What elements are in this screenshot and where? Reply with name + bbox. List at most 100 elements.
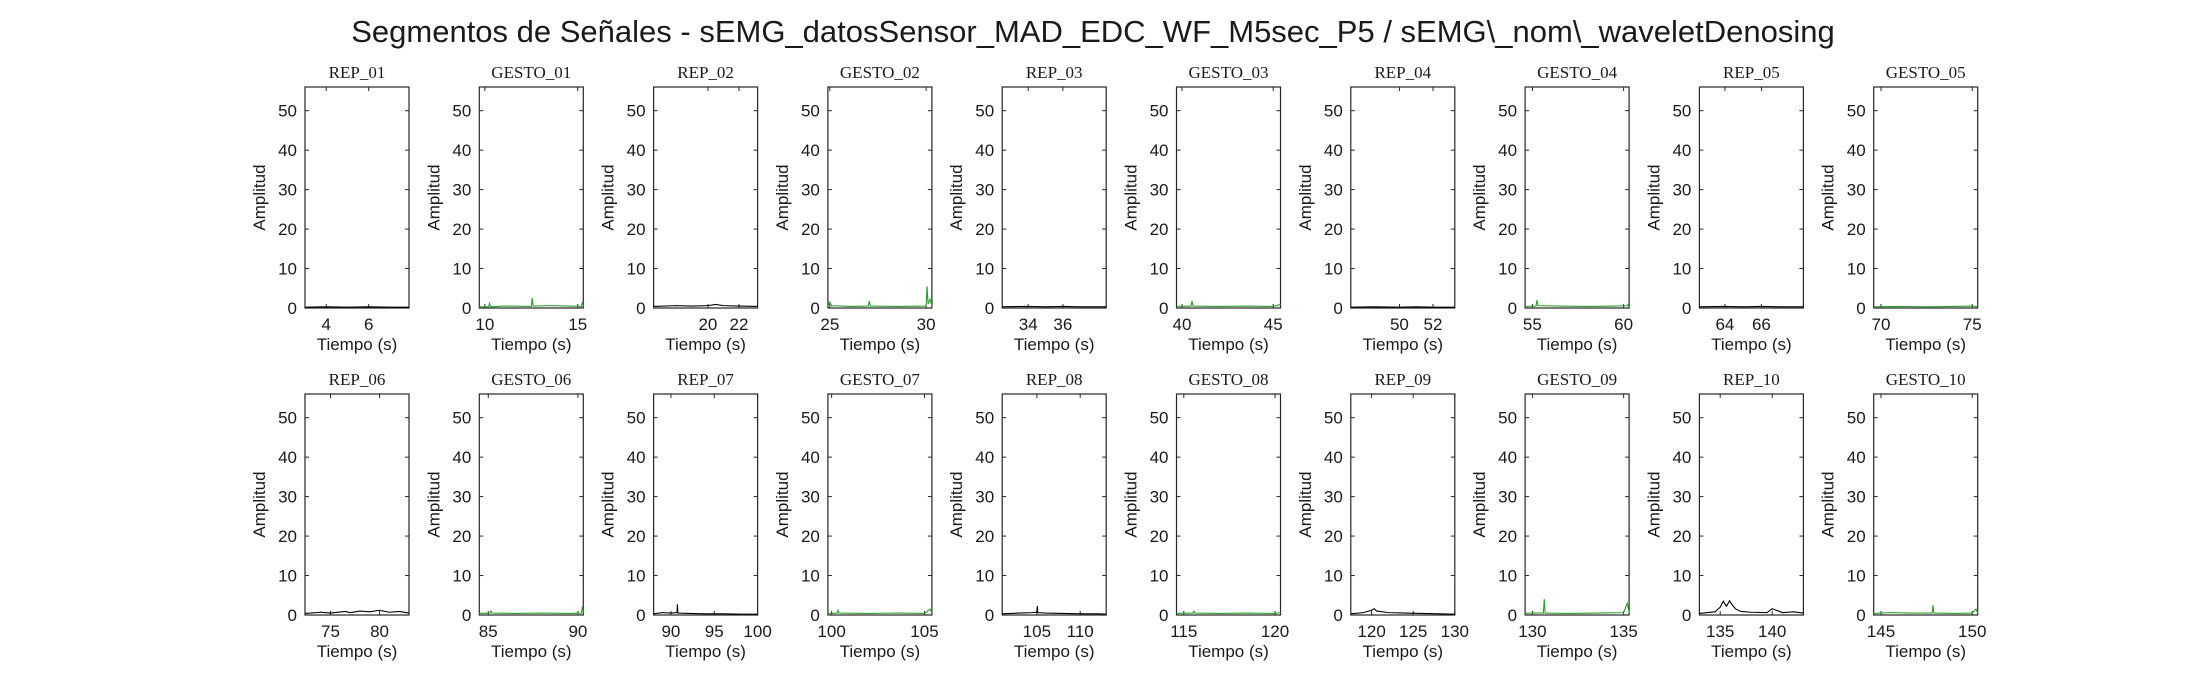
y-tick-label: 30 [278,488,297,507]
y-tick-label: 50 [1498,409,1517,428]
x-tick-label: 95 [705,622,724,641]
y-tick-label: 10 [452,260,471,279]
axes-box [1873,86,1979,309]
subplot-title: GESTO_08 [1189,370,1269,389]
y-axis-label: Amplitud [1122,164,1141,230]
signal-trace [1350,607,1455,615]
subplot-title: GESTO_01 [491,63,571,82]
subplot-title: REP_02 [677,63,734,82]
x-axis-label: Tiempo (s) [1014,335,1095,354]
y-tick-label: 50 [975,409,994,428]
axes-box [1350,393,1456,616]
y-tick-label: 20 [1498,220,1517,239]
x-tick-label: 100 [743,622,771,641]
y-tick-label: 0 [985,606,994,625]
signal-trace [827,608,933,614]
signal-trace [1176,300,1281,307]
y-tick-label: 50 [801,102,820,121]
x-axis-label: Tiempo (s) [317,335,398,354]
signal-trace [1002,605,1107,615]
y-tick-label: 20 [452,220,471,239]
axes-box [827,86,933,309]
y-axis-label: Amplitud [1644,471,1663,537]
y-tick-label: 10 [278,567,297,586]
y-axis-label: Amplitud [1470,471,1489,537]
x-tick-label: 150 [1958,622,1986,641]
x-tick-label: 20 [698,315,717,334]
x-tick-label: 36 [1053,315,1072,334]
x-tick-label: 135 [1609,622,1637,641]
y-tick-label: 10 [1847,260,1866,279]
y-tick-label: 40 [627,448,646,467]
signal-trace [1176,609,1281,614]
y-tick-label: 30 [452,488,471,507]
y-tick-label: 20 [278,220,297,239]
x-tick-label: 25 [820,315,839,334]
x-tick-label: 130 [1518,622,1546,641]
y-tick-label: 20 [278,527,297,546]
y-tick-label: 10 [975,260,994,279]
x-tick-label: 22 [730,315,749,334]
subplot-title: REP_07 [677,370,734,389]
x-axis-label: Tiempo (s) [1188,335,1269,354]
y-tick-label: 40 [1847,141,1866,160]
y-tick-label: 50 [1324,409,1343,428]
y-tick-label: 10 [801,260,820,279]
signal-trace [479,298,584,308]
x-tick-label: 100 [817,622,845,641]
subplot-title: GESTO_07 [840,370,920,389]
y-tick-label: 40 [1150,141,1169,160]
y-tick-label: 20 [1498,527,1517,546]
y-tick-label: 20 [1150,220,1169,239]
signal-trace [304,609,410,614]
axes-box [1001,393,1107,616]
y-tick-label: 0 [636,299,645,318]
y-tick-label: 30 [1672,181,1691,200]
y-tick-label: 0 [1682,299,1691,318]
signal-trace [827,286,933,307]
y-tick-label: 0 [1856,299,1865,318]
y-tick-label: 10 [1324,260,1343,279]
subplot-title: GESTO_10 [1886,370,1966,389]
y-tick-label: 50 [1847,409,1866,428]
y-tick-label: 40 [278,141,297,160]
x-axis-label: Tiempo (s) [665,335,746,354]
x-axis-label: Tiempo (s) [1537,335,1618,354]
x-tick-label: 115 [1170,622,1197,641]
y-tick-label: 50 [1150,102,1169,121]
axes-box [652,86,759,309]
x-axis-label: Tiempo (s) [1885,642,1966,661]
x-axis-label: Tiempo (s) [491,335,572,354]
y-tick-label: 20 [1150,527,1169,546]
y-tick-label: 30 [801,488,820,507]
y-tick-label: 30 [975,488,994,507]
y-tick-label: 30 [627,488,646,507]
x-tick-label: 10 [475,315,494,334]
y-tick-label: 0 [636,606,645,625]
y-tick-label: 30 [1847,488,1866,507]
x-axis-label: Tiempo (s) [1014,642,1095,661]
y-tick-label: 0 [462,606,471,625]
axes-box [1698,393,1805,616]
y-tick-label: 50 [278,409,297,428]
y-tick-label: 20 [627,527,646,546]
y-tick-label: 10 [1498,260,1517,279]
y-axis-label: Amplitud [947,471,966,537]
y-tick-label: 30 [1324,181,1343,200]
x-tick-label: 15 [568,315,587,334]
subplot-title: REP_10 [1723,370,1780,389]
y-tick-label: 40 [1498,448,1517,467]
y-tick-label: 50 [1498,102,1517,121]
y-tick-label: 50 [801,409,820,428]
y-tick-label: 20 [1324,527,1343,546]
y-axis-label: Amplitud [599,471,618,537]
